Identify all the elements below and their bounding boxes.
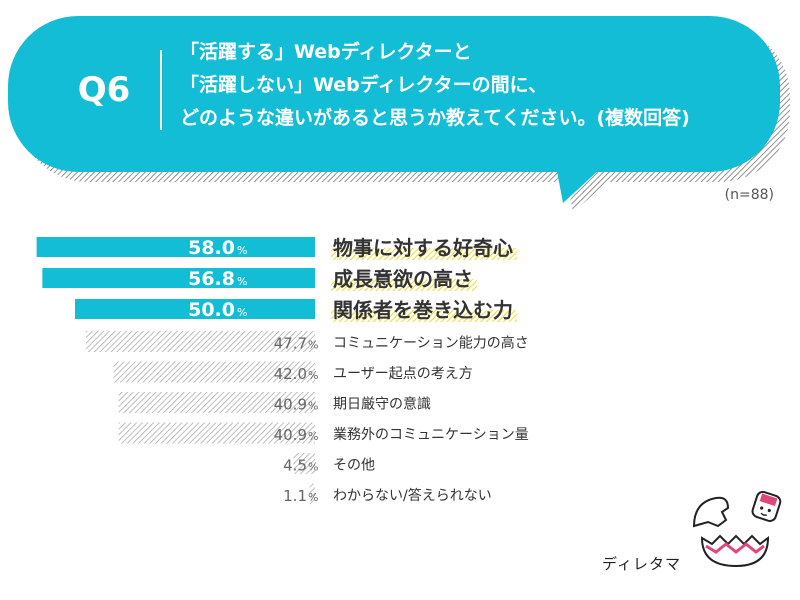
category-highlight bbox=[331, 310, 517, 322]
category-label: ユーザー起点の考え方 bbox=[333, 366, 473, 382]
bar-value-label: 50.0 bbox=[188, 299, 235, 321]
bar-unit-label: % bbox=[308, 369, 318, 382]
question-bubble bbox=[8, 16, 790, 212]
question-line-1: 「活躍する」Webディレクターと bbox=[180, 41, 472, 63]
bar-9 bbox=[309, 483, 315, 505]
bar-value-label: 40.9 bbox=[274, 426, 307, 444]
question-line-2: 「活躍しない」Webディレクターの間に、 bbox=[180, 74, 548, 96]
brand-name: ディレタマ bbox=[602, 555, 681, 573]
category-label: コミュニケーション能力の高さ bbox=[333, 335, 529, 352]
bar-unit-label: % bbox=[237, 244, 247, 257]
category-label: 成長意欲の高さ bbox=[333, 267, 473, 291]
egg-mascot-icon bbox=[692, 490, 782, 568]
bar-value-label: 47.7 bbox=[274, 335, 307, 353]
bar-unit-label: % bbox=[237, 275, 247, 288]
bar-unit-label: % bbox=[237, 306, 247, 319]
bar-3 bbox=[75, 299, 315, 319]
bubble-body bbox=[8, 16, 780, 172]
category-label: その他 bbox=[333, 458, 375, 474]
bar-value-label: 56.8 bbox=[188, 268, 235, 290]
sample-size: (n=88) bbox=[724, 187, 774, 203]
question-text: 「活躍する」Webディレクターと 「活躍しない」Webディレクターの間に、 どの… bbox=[180, 36, 760, 135]
bar-4 bbox=[86, 331, 315, 352]
bar-value-label: 42.0 bbox=[274, 365, 307, 383]
bar-unit-label: % bbox=[308, 430, 318, 443]
bar-unit-label: % bbox=[308, 461, 318, 474]
bar-6 bbox=[118, 392, 316, 413]
bar-5 bbox=[113, 361, 316, 383]
category-highlight bbox=[331, 248, 517, 260]
bar-value-label: 1.1 bbox=[283, 487, 307, 505]
category-label: わからない/答えられない bbox=[333, 487, 492, 504]
bar-2 bbox=[42, 268, 316, 288]
bubble-tail bbox=[553, 150, 612, 203]
bar-unit-label: % bbox=[308, 339, 318, 352]
category-label: 関係者を巻き込む力 bbox=[333, 298, 513, 322]
bar-value-label: 58.0 bbox=[188, 237, 235, 259]
question-line-3: どのような違いがあると思うか教えてください。(複数回答) bbox=[180, 107, 690, 129]
bar-unit-label: % bbox=[308, 400, 318, 413]
bar-7 bbox=[118, 422, 316, 444]
bar-1 bbox=[36, 237, 315, 257]
question-number: Q6 bbox=[77, 70, 131, 110]
question-divider bbox=[160, 50, 162, 130]
bar-chart: 58.0% 物事に対する好奇心 56.8% 成長意欲の高さ 50.0% 関係者を巻き込む力… bbox=[36, 236, 529, 505]
category-label: 業務外のコミュニケーション量 bbox=[333, 427, 529, 443]
bar-8 bbox=[293, 453, 315, 474]
category-label: 期日厳守の意識 bbox=[333, 396, 431, 413]
bar-value-label: 4.5 bbox=[283, 457, 307, 475]
category-highlight bbox=[331, 279, 477, 291]
bar-unit-label: % bbox=[308, 491, 318, 504]
bar-value-label: 40.9 bbox=[274, 396, 307, 414]
category-label: 物事に対する好奇心 bbox=[333, 236, 513, 260]
